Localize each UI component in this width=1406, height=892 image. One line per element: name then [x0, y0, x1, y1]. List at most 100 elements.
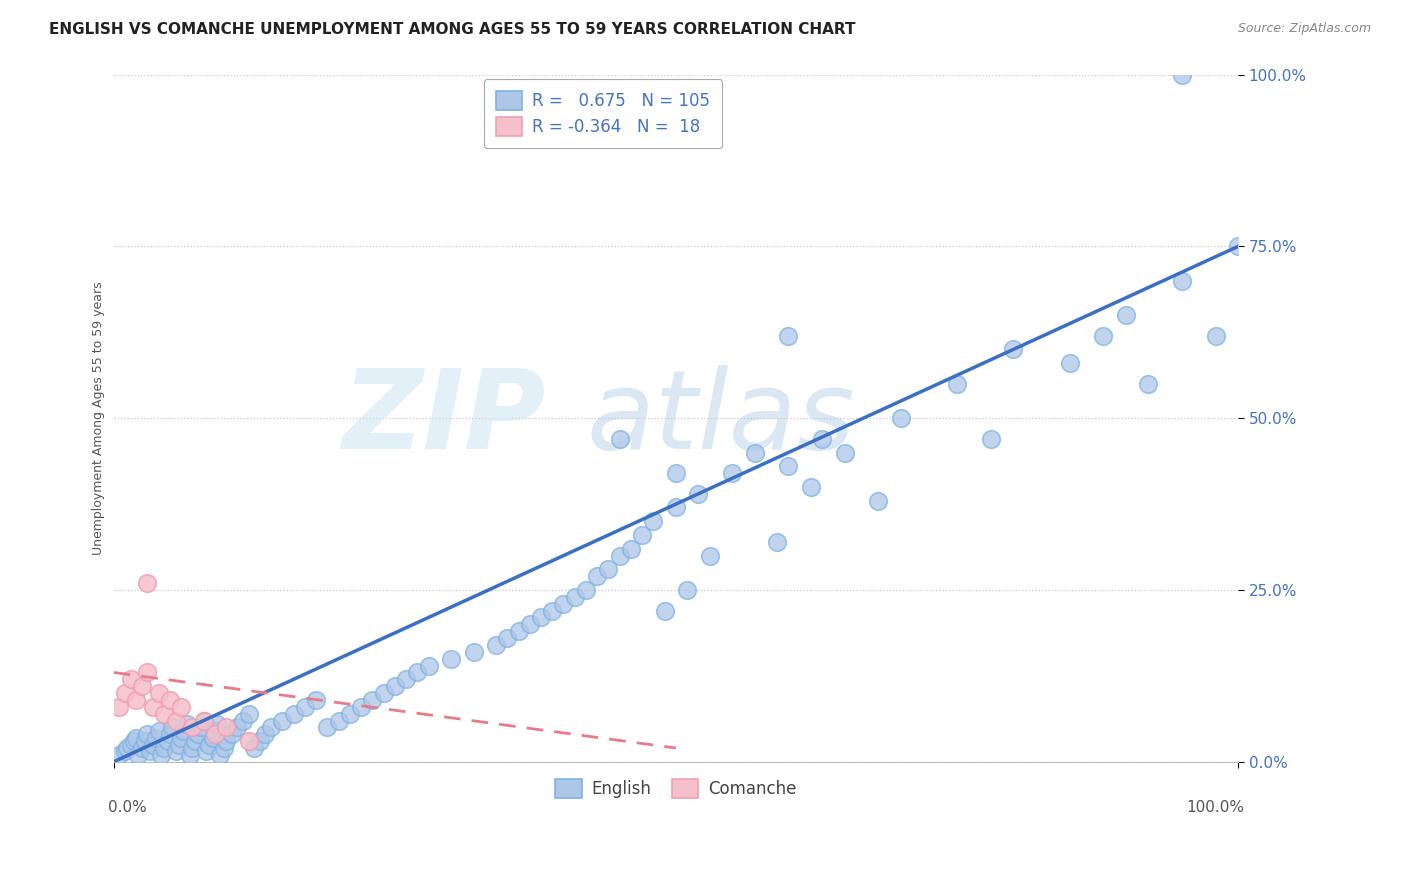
Point	[688, 487, 710, 501]
Point	[339, 706, 361, 721]
Point	[1115, 308, 1137, 322]
Point	[108, 699, 131, 714]
Point	[138, 744, 160, 758]
Point	[108, 747, 131, 762]
Point	[271, 714, 294, 728]
Point	[142, 699, 165, 714]
Point	[699, 549, 721, 563]
Point	[586, 569, 609, 583]
Point	[294, 699, 316, 714]
Point	[541, 604, 564, 618]
Point	[328, 714, 350, 728]
Point	[778, 328, 800, 343]
Point	[148, 686, 170, 700]
Point	[125, 693, 148, 707]
Point	[744, 445, 766, 459]
Point	[201, 731, 224, 745]
Point	[766, 534, 789, 549]
Point	[654, 604, 676, 618]
Point	[232, 714, 254, 728]
Point	[1059, 356, 1081, 370]
Point	[120, 738, 142, 752]
Point	[463, 645, 485, 659]
Point	[373, 686, 395, 700]
Point	[406, 665, 429, 680]
Point	[193, 714, 215, 728]
Point	[142, 738, 165, 752]
Point	[249, 734, 271, 748]
Point	[1205, 328, 1227, 343]
Point	[209, 747, 232, 762]
Point	[176, 717, 198, 731]
Point	[131, 741, 153, 756]
Point	[120, 673, 142, 687]
Point	[212, 741, 235, 756]
Point	[609, 432, 631, 446]
Text: atlas: atlas	[586, 365, 855, 472]
Point	[136, 727, 159, 741]
Point	[496, 631, 519, 645]
Point	[170, 731, 193, 745]
Point	[243, 741, 266, 756]
Point	[316, 720, 339, 734]
Text: 0.0%: 0.0%	[108, 799, 146, 814]
Point	[114, 686, 136, 700]
Point	[620, 541, 643, 556]
Point	[114, 744, 136, 758]
Point	[564, 590, 586, 604]
Text: Source: ZipAtlas.com: Source: ZipAtlas.com	[1237, 22, 1371, 36]
Point	[1137, 376, 1160, 391]
Legend: English, Comanche: English, Comanche	[548, 772, 803, 805]
Point	[519, 617, 541, 632]
Point	[305, 693, 328, 707]
Point	[530, 610, 553, 624]
Point	[190, 720, 212, 734]
Point	[665, 500, 688, 515]
Point	[148, 723, 170, 738]
Point	[631, 528, 654, 542]
Point	[485, 638, 508, 652]
Point	[811, 432, 834, 446]
Point	[181, 720, 204, 734]
Point	[1171, 68, 1194, 82]
Point	[167, 738, 190, 752]
Point	[153, 706, 176, 721]
Point	[187, 727, 209, 741]
Point	[159, 727, 181, 741]
Point	[946, 376, 969, 391]
Text: 100.0%: 100.0%	[1185, 799, 1244, 814]
Point	[283, 706, 305, 721]
Point	[598, 562, 620, 576]
Point	[395, 673, 418, 687]
Point	[127, 747, 149, 762]
Point	[181, 741, 204, 756]
Point	[1092, 328, 1115, 343]
Point	[260, 720, 283, 734]
Point	[221, 727, 243, 741]
Point	[553, 597, 575, 611]
Point	[440, 651, 463, 665]
Point	[159, 693, 181, 707]
Point	[575, 582, 598, 597]
Point	[868, 493, 890, 508]
Point	[238, 734, 260, 748]
Point	[165, 714, 187, 728]
Point	[194, 744, 217, 758]
Point	[165, 744, 187, 758]
Point	[350, 699, 373, 714]
Point	[153, 741, 176, 756]
Point	[238, 706, 260, 721]
Point	[643, 514, 665, 528]
Point	[980, 432, 1002, 446]
Point	[204, 723, 226, 738]
Point	[834, 445, 856, 459]
Point	[215, 720, 238, 734]
Point	[1002, 343, 1025, 357]
Point	[890, 411, 912, 425]
Point	[226, 720, 249, 734]
Point	[361, 693, 384, 707]
Point	[115, 741, 138, 756]
Point	[418, 658, 440, 673]
Point	[170, 699, 193, 714]
Text: ZIP: ZIP	[343, 365, 547, 472]
